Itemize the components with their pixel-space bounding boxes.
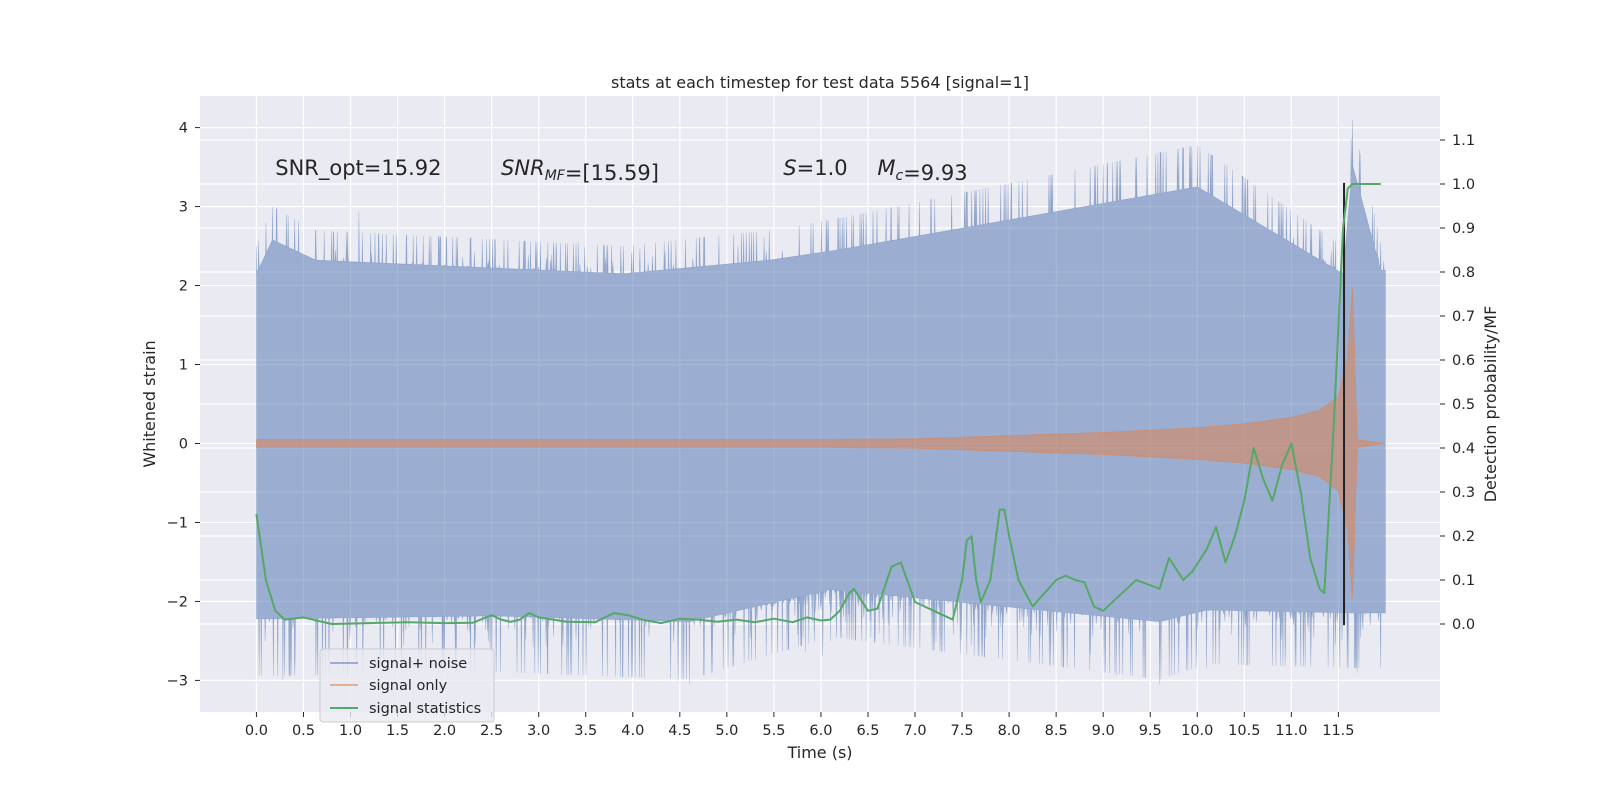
x-tick-label: 7.0: [903, 723, 926, 739]
x-tick-label: 8.0: [998, 723, 1021, 739]
y-axis-right: 0.0 0.1 0.2 0.3 0.4 0.5 0.6 0.7 0.8 0.9 1.0 1.1: [1440, 133, 1475, 633]
y-tick-label: 2: [179, 279, 188, 295]
y2-tick-label: 0.2: [1452, 529, 1475, 545]
annotations: SNR_opt=15.92 SNRMF=[15.59] S=1.0 Mc=9.93: [275, 156, 967, 185]
y-tick-label: 0: [179, 436, 188, 452]
annotation-2: S=1.0: [783, 156, 847, 180]
annotation-1: SNRMF=[15.59]: [501, 156, 659, 185]
x-tick-label: 10.5: [1228, 723, 1260, 739]
y2-tick-label: 1.0: [1452, 177, 1475, 193]
x-tick-label: 2.0: [433, 723, 456, 739]
y-tick-label: −1: [167, 515, 188, 531]
y-tick-label: 4: [179, 121, 188, 137]
x-tick-label: 4.5: [668, 723, 691, 739]
legend-label-signal-only: signal only: [369, 678, 448, 694]
y2-tick-label: 0.5: [1452, 397, 1475, 413]
x-tick-label: 8.5: [1045, 723, 1068, 739]
series-signal-noise: [256, 119, 1386, 685]
statistics-line: [255, 183, 1381, 625]
y-axis-left: −3 −2 −1 0 1 2 3 4: [167, 121, 200, 689]
chart-title: stats at each timestep for test data 556…: [611, 73, 1029, 92]
signal-envelope: [255, 288, 1386, 599]
x-tick-label: 1.0: [339, 723, 362, 739]
x-tick-label: 0.5: [292, 723, 315, 739]
noise-band: [256, 119, 1386, 685]
x-tick-label: 3.0: [527, 723, 550, 739]
y2-tick-label: 0.6: [1452, 353, 1475, 369]
x-tick-label: 6.0: [809, 723, 832, 739]
x-tick-label: 0.0: [245, 723, 268, 739]
x-tick-label: 11.0: [1275, 723, 1307, 739]
legend-box: [319, 648, 495, 723]
x-tick-label: 5.5: [762, 723, 785, 739]
y2-tick-label: 0.8: [1452, 265, 1475, 281]
x-tick-label: 3.5: [574, 723, 597, 739]
legend-label-signal-noise: signal+ noise: [369, 656, 467, 672]
y2-tick-label: 0.3: [1452, 485, 1475, 501]
annotation-0: SNR_opt=15.92: [275, 156, 441, 181]
y2-tick-label: 0.0: [1452, 617, 1475, 633]
x-axis-label: Time (s): [786, 743, 852, 762]
y2-tick-label: 0.1: [1452, 573, 1475, 589]
y-tick-label: 3: [179, 200, 188, 216]
annotation-3: Mc=9.93: [877, 156, 967, 185]
x-tick-label: 5.0: [715, 723, 738, 739]
y-axis-label: Whitened strain: [140, 340, 159, 467]
x-tick-label: 11.5: [1322, 723, 1354, 739]
series-signal-only: [255, 288, 1386, 599]
x-tick-label: 6.5: [856, 723, 879, 739]
y2-axis-label: Detection probability/MF: [1481, 306, 1500, 503]
x-tick-label: 9.5: [1139, 723, 1162, 739]
x-tick-label: 7.5: [951, 723, 974, 739]
y2-tick-label: 0.7: [1452, 309, 1475, 325]
x-tick-label: 10.0: [1181, 723, 1213, 739]
series-signal-statistics: [255, 183, 1381, 625]
y-tick-label: −3: [167, 673, 188, 689]
legend-label-signal-statistics: signal statistics: [369, 701, 481, 717]
y2-tick-label: 0.9: [1452, 221, 1475, 237]
x-tick-label: 1.5: [386, 723, 409, 739]
y2-tick-label: 0.4: [1452, 441, 1475, 457]
x-tick-label: 2.5: [480, 723, 503, 739]
legend: signal+ noise signal only signal statist…: [319, 648, 495, 723]
x-axis: 0.0 0.5 1.0 1.5 2.0 2.5 3.0 3.5 4.0 4.5 5.0 5.5 6.0 6…: [245, 712, 1355, 739]
x-tick-label: 4.0: [621, 723, 644, 739]
y2-tick-label: 1.1: [1452, 133, 1475, 149]
x-tick-label: 9.0: [1092, 723, 1115, 739]
y-tick-label: 1: [179, 358, 188, 374]
y-tick-label: −2: [167, 594, 188, 610]
